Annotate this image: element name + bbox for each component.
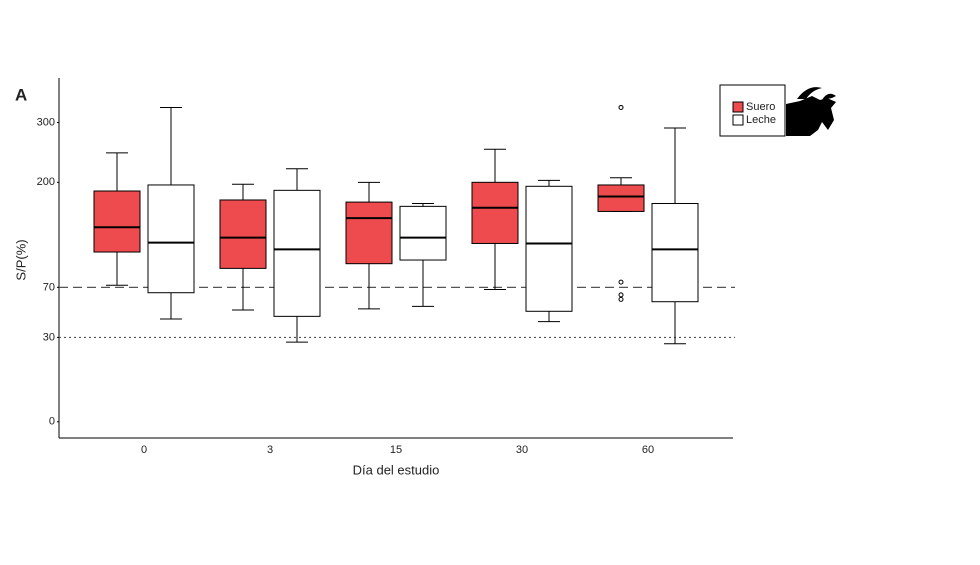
box: [471, 181, 519, 244]
outlier: [618, 296, 624, 302]
x-tick-label: 60: [642, 444, 654, 456]
legend-swatch: [732, 114, 744, 126]
box: [399, 205, 447, 261]
y-tick-label: 70: [43, 281, 55, 293]
x-tick-label: 15: [390, 444, 402, 456]
outlier: [618, 279, 624, 285]
y-axis-label: S/P(%): [13, 239, 28, 280]
box: [651, 203, 699, 303]
box: [147, 184, 195, 294]
box: [219, 199, 267, 269]
x-axis-label: Día del estudio: [353, 462, 440, 477]
box: [345, 201, 393, 265]
legend-label: Suero: [746, 101, 775, 113]
y-tick-label: 300: [37, 116, 55, 128]
outlier: [618, 292, 624, 298]
panel-label: A: [15, 85, 27, 104]
legend-box: [719, 84, 786, 137]
x-tick-label: 3: [267, 444, 273, 456]
legend-swatch: [732, 101, 744, 113]
x-tick-label: 30: [516, 444, 528, 456]
goat-icon: [786, 87, 836, 136]
x-tick-label: 0: [141, 444, 147, 456]
y-tick-label: 200: [37, 176, 55, 188]
box: [525, 185, 573, 312]
box: [597, 184, 645, 212]
y-tick-label: 30: [43, 331, 55, 343]
outlier: [618, 104, 624, 110]
box: [273, 189, 321, 317]
y-tick-label: 0: [49, 416, 55, 428]
box: [93, 190, 141, 253]
legend-label: Leche: [746, 114, 776, 126]
